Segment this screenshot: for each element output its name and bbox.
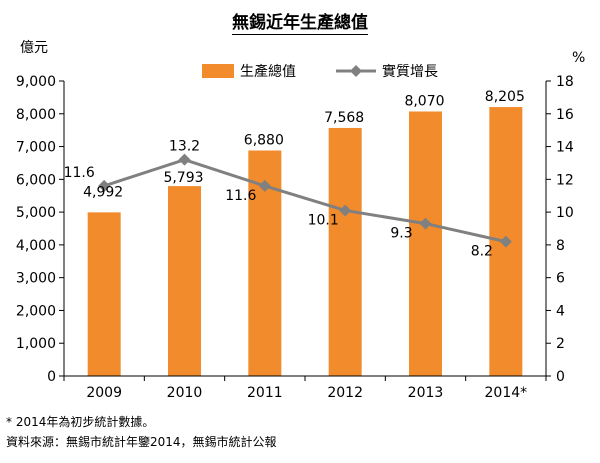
left-tick-label: 9,000 (16, 74, 56, 90)
left-tick-label: 7,000 (16, 140, 56, 156)
legend-bar-swatch (202, 64, 234, 78)
right-tick-label: 18 (556, 74, 574, 90)
bar-2013 (409, 111, 442, 376)
bar-value-label: 7,568 (324, 110, 364, 126)
growth-marker-2010 (178, 153, 191, 166)
chart-title: 無錫近年生產總值 (232, 13, 368, 35)
x-tick-label: 2011 (247, 385, 283, 401)
growth-marker-2009 (98, 179, 111, 192)
growth-marker-2011 (258, 179, 271, 192)
x-tick-label: 2010 (167, 385, 203, 401)
left-tick-label: 4,000 (16, 238, 56, 254)
right-tick-label: 8 (556, 238, 565, 254)
growth-value-label: 13.2 (169, 139, 200, 155)
growth-line (103, 158, 507, 244)
bar-value-label: 4,992 (83, 184, 123, 200)
left-tick-label: 1,000 (16, 336, 56, 352)
right-tick-label: 10 (556, 205, 574, 221)
growth-value-label: 10.1 (308, 212, 339, 228)
bar-2012 (328, 127, 362, 376)
left-axis-unit: 億元 (20, 40, 48, 56)
growth-value-label: 8.2 (471, 244, 493, 260)
bar-value-label: 6,880 (244, 132, 284, 148)
left-tick-label: 3,000 (16, 271, 56, 287)
right-axis-unit: % (572, 50, 585, 66)
left-tick-label: 0 (47, 369, 56, 385)
legend-bar-label: 生產總值 (240, 63, 296, 80)
growth-marker-2013 (419, 217, 432, 230)
growth-value-label: 11.6 (225, 188, 256, 204)
growth-marker-2012 (339, 204, 352, 217)
bar-2009 (87, 212, 121, 376)
bar-value-label: 8,070 (404, 93, 444, 109)
x-tick-label: 2013 (408, 385, 444, 401)
bar-value-label: 8,205 (485, 89, 525, 105)
growth-value-label: 11.6 (64, 165, 95, 181)
legend-line-marker (350, 65, 362, 77)
right-tick-label: 0 (556, 369, 565, 385)
legend-line-label: 實質增長 (382, 63, 438, 80)
bar-value-label: 5,793 (163, 170, 203, 186)
left-tick-label: 8,000 (16, 107, 56, 123)
x-tick-label: 2009 (86, 385, 122, 401)
x-tick-label: 2012 (327, 385, 363, 401)
left-tick-label: 5,000 (16, 205, 56, 221)
x-tick-label: 2014* (485, 385, 528, 401)
right-tick-label: 12 (556, 172, 574, 188)
right-tick-label: 14 (556, 140, 574, 156)
right-tick-label: 4 (556, 303, 565, 319)
right-tick-label: 16 (556, 107, 574, 123)
footnote-source: 資料來源：無錫市統計年鑒2014，無錫市統計公報 (6, 435, 277, 449)
right-tick-label: 2 (556, 336, 565, 352)
growth-marker-2014* (499, 235, 512, 248)
left-tick-label: 6,000 (16, 172, 56, 188)
right-tick-label: 6 (556, 271, 565, 287)
left-tick-label: 2,000 (16, 303, 56, 319)
footnote-preliminary: * 2014年為初步統計數據。 (6, 415, 155, 429)
bar-2010 (168, 186, 201, 376)
growth-value-label: 9.3 (390, 226, 412, 242)
